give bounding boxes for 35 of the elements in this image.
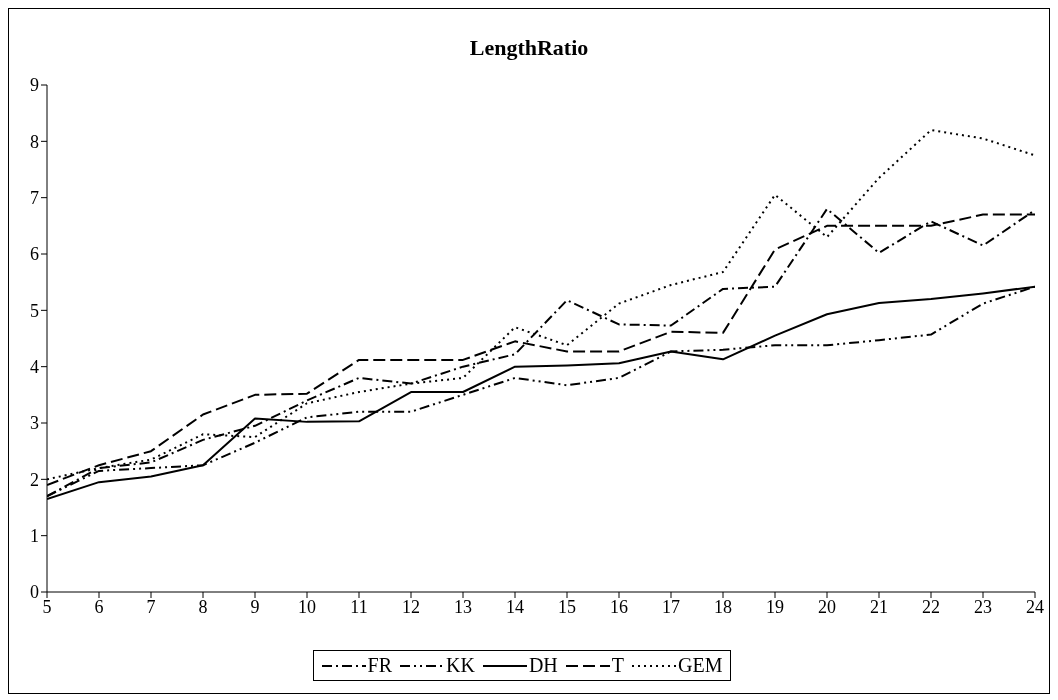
- x-tick-label: 21: [870, 596, 888, 617]
- x-tick-label: 15: [558, 596, 576, 617]
- legend-label: FR: [366, 654, 392, 677]
- x-tick-label: 12: [402, 596, 420, 617]
- y-tick-label: 3: [30, 413, 39, 434]
- y-tick-label: 2: [30, 469, 39, 490]
- legend-label: DH: [527, 654, 558, 677]
- x-tick-label: 19: [766, 596, 784, 617]
- y-tick-label: 8: [30, 131, 39, 152]
- y-tick-label: 5: [30, 300, 39, 321]
- x-tick-label: 17: [662, 596, 680, 617]
- x-tick-label: 14: [506, 596, 524, 617]
- y-tick-label: 9: [30, 75, 39, 96]
- x-tick-label: 6: [94, 596, 104, 617]
- y-tick-label: 4: [30, 357, 39, 378]
- x-tick-label: 11: [350, 596, 368, 617]
- legend-label: GEM: [677, 654, 723, 677]
- y-tick-label: 0: [30, 582, 39, 603]
- x-tick-label: 10: [298, 596, 316, 617]
- x-tick-label: 22: [922, 596, 940, 617]
- x-tick-label: 9: [250, 596, 260, 617]
- x-tick-label: 13: [454, 596, 472, 617]
- x-tick-label: 24: [1026, 596, 1044, 617]
- x-tick-label: 18: [714, 596, 732, 617]
- y-tick-label: 6: [30, 244, 39, 265]
- chart-title: LengthRatio: [468, 34, 590, 62]
- y-tick-label: 7: [30, 188, 39, 209]
- x-tick-label: 20: [818, 596, 836, 617]
- x-tick-label: 8: [198, 596, 208, 617]
- x-tick-label: 23: [974, 596, 992, 617]
- x-tick-label: 7: [146, 596, 156, 617]
- x-tick-label: 16: [610, 596, 628, 617]
- legend-label: T: [610, 654, 624, 677]
- legend-label: KK: [445, 654, 475, 677]
- y-tick-label: 1: [30, 526, 39, 547]
